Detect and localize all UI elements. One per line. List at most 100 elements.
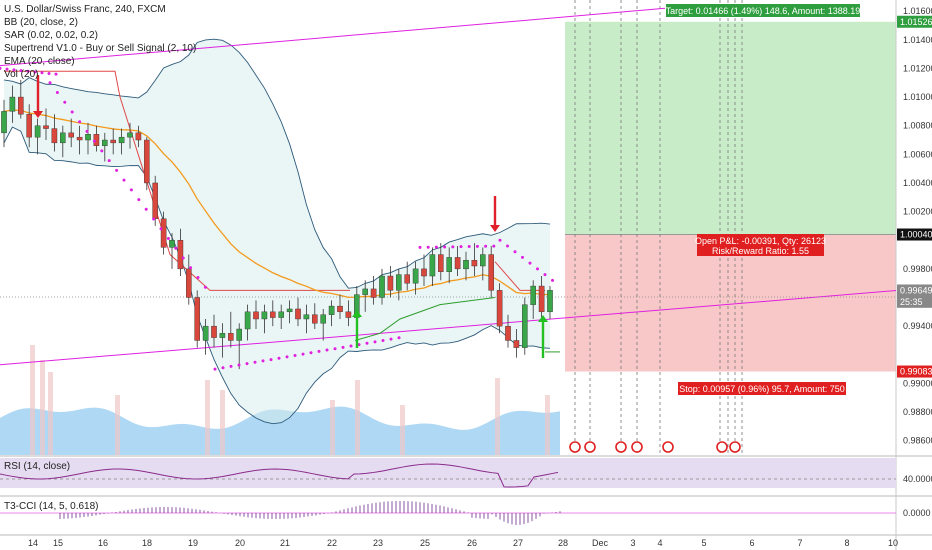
legend-sar[interactable]: SAR (0.02, 0.02, 0.2) [4,30,98,41]
sar-dot [189,266,193,270]
target-label-text: Target: 0.01466 (1.49%) 148.6, Amount: 1… [666,6,861,16]
sar-dot [129,188,133,192]
stop-zone [565,234,896,372]
sell-arrow-head [33,111,43,118]
price-tick: 1.01000 [903,92,932,102]
target-label [666,4,860,17]
volume-bar [205,380,210,455]
volume-bar [400,405,405,455]
sar-dot [137,198,141,202]
sar-dot [115,168,119,172]
event-icon [584,441,596,453]
volume-bar [355,380,360,455]
sar-dot [349,344,353,348]
supertrend-down [494,261,545,291]
pnl-label-text: Open P&L: -0.00391, Qty: 26123 [695,236,826,246]
trend-lines[interactable] [0,7,897,366]
candle-body [18,96,24,115]
sar-dot [341,345,345,349]
sar-dot [78,120,82,124]
volume-bar [220,390,225,455]
sar-dot [293,353,297,357]
sar-dot [373,340,377,344]
candle-body [295,308,301,320]
candle-body [68,132,74,138]
legend-supertrend[interactable]: Supertrend V1.0 - Buy or Sell Signal (2,… [4,43,197,54]
position-labels: Target: 0.01466 (1.49%) 148.6, Amount: 1… [666,4,861,395]
parabolic-sar [0,66,554,371]
price-tag-label: 1.01526 [900,17,932,27]
sar-dot [55,90,59,94]
time-tick: 21 [280,538,290,548]
sar-dot [54,72,58,76]
stop-label [678,382,846,395]
sar-dot [365,341,369,345]
candle-body [362,288,369,295]
price-tick: 1.01400 [903,35,932,45]
sar-dot [536,267,539,271]
sar-dot [33,70,37,74]
legend-symbol[interactable]: U.S. Dollar/Swiss Franc, 240, FXCM [4,4,166,15]
candle-body [312,314,318,324]
candle-body [270,311,276,318]
candle-body [211,325,217,338]
sar-dot [85,129,89,133]
rsi-band [0,458,896,488]
volume-bar [495,378,500,455]
sar-dot [309,351,313,355]
event-icon [662,441,674,453]
sell-arrow-head [490,225,500,232]
candle-body [530,285,536,305]
price-tick: 1.01600 [903,6,932,16]
time-tick: 8 [844,538,849,548]
sar-dot [269,358,273,362]
candle-body [85,134,91,141]
sar-dot [0,66,2,70]
candle-body [219,333,226,338]
legend-vol[interactable]: Vol (20) [4,69,39,80]
volume-area [0,406,560,455]
candle-body [127,132,133,138]
sar-dot [203,285,207,289]
candle-body [101,139,108,146]
sar-dot [381,339,385,343]
candle-body [135,132,142,141]
time-tick: 23 [373,538,383,548]
price-tick: 1.00800 [903,121,932,131]
sar-dot [357,343,361,347]
time-tick: 18 [142,538,152,548]
rsi-legend[interactable]: RSI (14, close) [4,461,71,472]
target-zone [565,21,896,235]
candle-body [51,128,58,144]
sar-dot [285,355,289,359]
sar-dot [47,71,51,75]
volume-bar [115,395,120,455]
candle-body [286,308,293,313]
candle-body [396,274,402,291]
candle-body [143,139,150,184]
volume-bars [0,345,560,455]
sar-dot [551,278,554,282]
price-tag [897,365,932,378]
bb-lower [3,126,551,425]
legend-bb[interactable]: BB (20, close, 2) [4,17,78,28]
buy-arrow-head [538,315,548,322]
candle-body [387,275,394,291]
ema-series [3,109,551,299]
legend-ema[interactable]: EMA (20, close) [4,56,75,67]
pnl-label-text: Risk/Reward Ratio: 1.55 [712,246,809,256]
sar-dot [426,245,430,249]
candle-body [337,305,343,313]
sar-dot [159,227,163,231]
sar-dot [48,81,52,85]
cci-legend[interactable]: T3-CCI (14, 5, 0.618) [4,501,99,512]
sar-dot [181,256,185,260]
sar-dot [484,244,488,248]
volume-bar [330,400,335,455]
